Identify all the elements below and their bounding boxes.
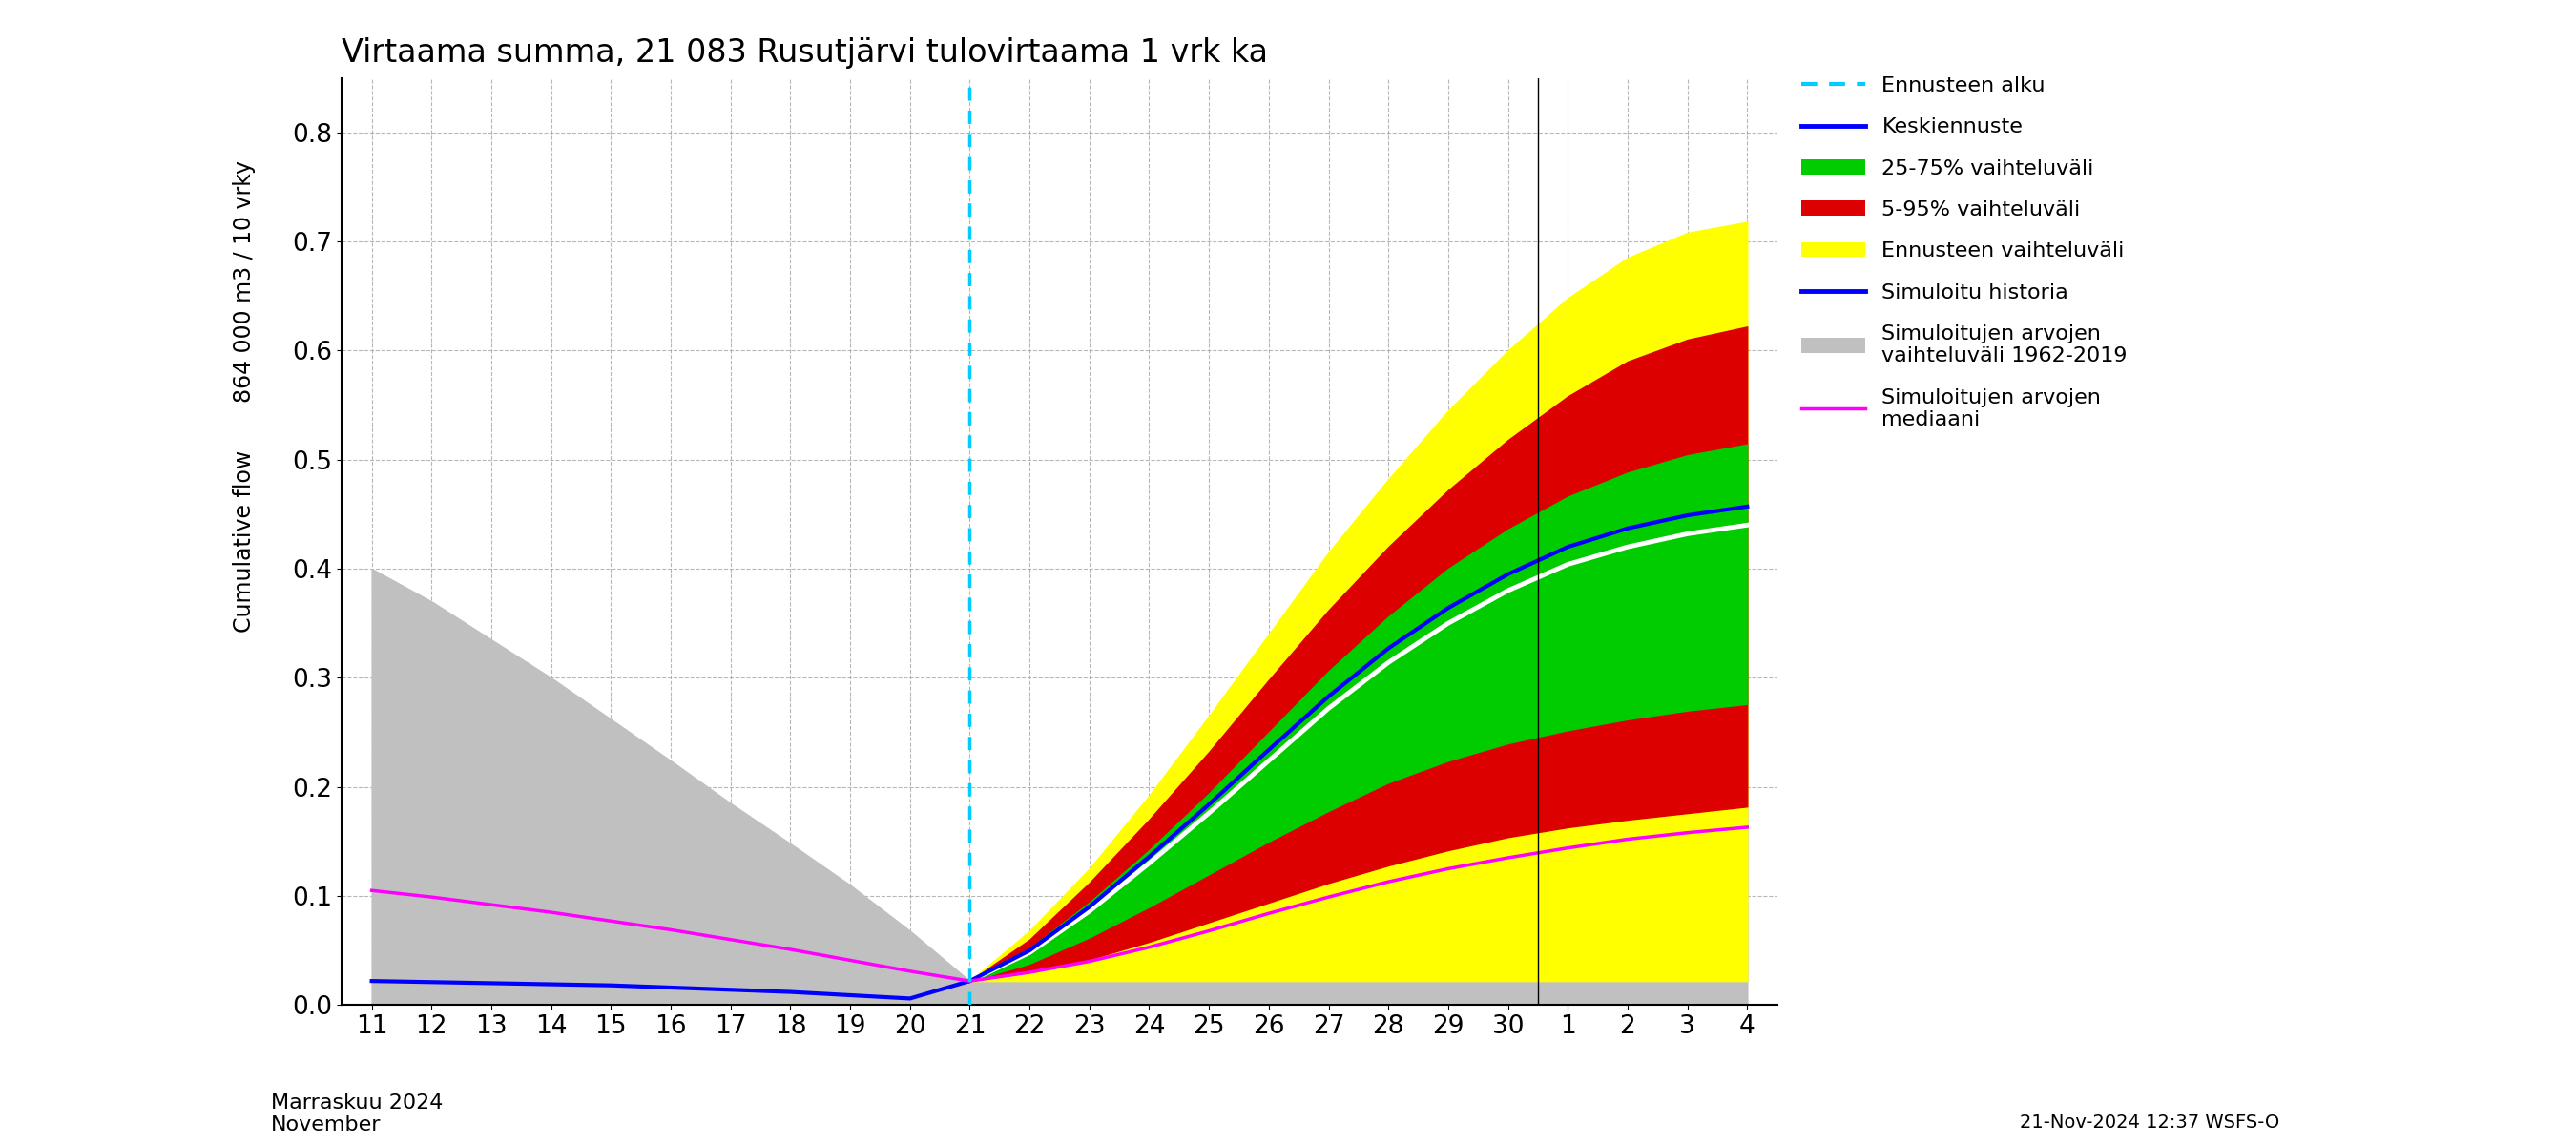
Legend: Ennusteen alku, Keskiennuste, 25-75% vaihteluväli, 5-95% vaihteluväli, Ennusteen: Ennusteen alku, Keskiennuste, 25-75% vai…	[1795, 70, 2133, 435]
Text: 864 000 m3 / 10 vrky: 864 000 m3 / 10 vrky	[232, 160, 255, 403]
Text: Marraskuu 2024
November: Marraskuu 2024 November	[270, 1093, 443, 1135]
Text: Cumulative flow: Cumulative flow	[232, 450, 255, 633]
Text: Virtaama summa, 21 083 Rusutjärvi tulovirtaama 1 vrk ka: Virtaama summa, 21 083 Rusutjärvi tulovi…	[343, 37, 1267, 69]
Text: 21-Nov-2024 12:37 WSFS-O: 21-Nov-2024 12:37 WSFS-O	[2020, 1113, 2280, 1131]
